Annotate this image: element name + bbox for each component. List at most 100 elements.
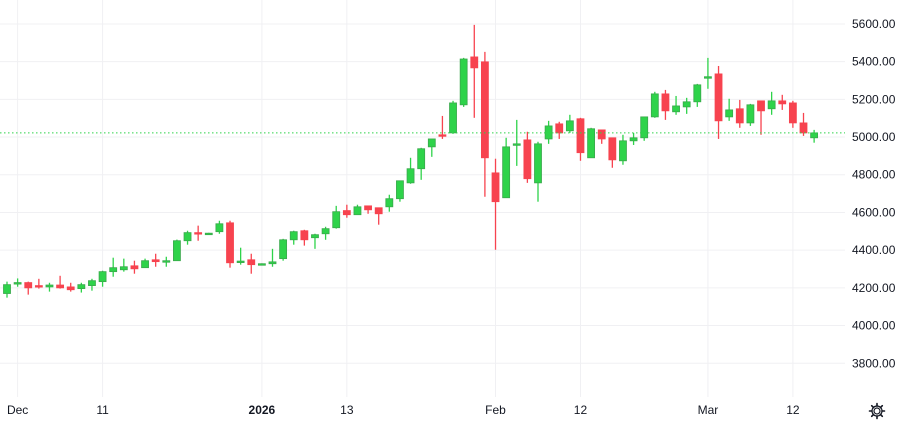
candle-body xyxy=(24,282,33,289)
candle xyxy=(56,275,64,289)
candle-body xyxy=(13,282,22,285)
candle-body xyxy=(119,266,128,271)
candle xyxy=(321,226,330,240)
candle-body xyxy=(141,260,149,269)
candle-body xyxy=(151,259,160,263)
candle xyxy=(88,278,96,291)
x-tick-label: 11 xyxy=(96,403,109,417)
candle-body xyxy=(236,260,245,263)
price-axis[interactable]: 3800.00 4000.00 4200.00 4400.00 4600.00 4800.… xyxy=(852,17,896,370)
candle xyxy=(619,134,627,165)
y-tick-label: 5000.00 xyxy=(852,130,896,144)
candle-body xyxy=(130,265,139,270)
y-tick-label: 4600.00 xyxy=(852,205,896,219)
candle xyxy=(364,205,372,214)
candle xyxy=(608,137,617,168)
candle-body xyxy=(587,128,595,159)
candle-body xyxy=(311,234,319,239)
candle xyxy=(3,281,11,298)
candle xyxy=(247,253,256,274)
candle xyxy=(98,270,107,287)
candle xyxy=(438,115,447,139)
candle-body xyxy=(565,120,574,132)
x-tick-label: 12 xyxy=(786,403,800,417)
candle-body xyxy=(353,206,362,216)
candle-body xyxy=(746,104,755,124)
candle-body xyxy=(162,260,171,263)
candle-body xyxy=(257,263,266,266)
candle-body xyxy=(767,100,776,110)
candle xyxy=(629,132,638,145)
candle-body xyxy=(470,56,479,69)
candle-body xyxy=(810,132,819,139)
candle xyxy=(406,157,415,184)
candle-body xyxy=(247,259,256,266)
y-tick-label: 4400.00 xyxy=(852,243,896,257)
candle xyxy=(799,112,808,136)
candle-body xyxy=(629,137,638,142)
candle-body xyxy=(502,146,511,199)
x-tick-label: 13 xyxy=(340,403,354,417)
candle xyxy=(45,282,54,292)
candle xyxy=(342,204,351,218)
candle xyxy=(289,230,298,245)
gear-icon[interactable] xyxy=(868,402,886,420)
candle xyxy=(257,263,266,266)
x-tick-label: 2026 xyxy=(249,403,276,417)
candle xyxy=(640,116,649,141)
candle xyxy=(109,257,118,277)
candle-body xyxy=(799,122,808,134)
candle xyxy=(788,100,797,128)
candle-body xyxy=(672,105,680,113)
y-tick-label: 4000.00 xyxy=(852,319,896,333)
candle-body xyxy=(300,230,309,241)
candle xyxy=(576,117,585,161)
candle-body xyxy=(661,93,670,112)
candle-body xyxy=(332,211,341,229)
candle-body xyxy=(640,116,649,139)
candle-body xyxy=(597,129,606,140)
x-tick-label: Dec xyxy=(7,403,28,417)
x-tick-label: Feb xyxy=(485,403,506,417)
y-tick-label: 3800.00 xyxy=(852,356,896,370)
candle xyxy=(385,194,394,212)
candle xyxy=(672,95,680,115)
candle-body xyxy=(778,100,787,105)
candle-body xyxy=(98,271,107,283)
candle xyxy=(767,91,776,115)
candle xyxy=(162,256,171,267)
candle-body xyxy=(619,140,627,162)
candle-body xyxy=(459,58,468,106)
candle xyxy=(544,120,553,144)
candle-body xyxy=(417,148,426,170)
candle-body xyxy=(608,137,617,161)
candle-body xyxy=(45,284,54,288)
candle xyxy=(693,83,702,107)
candle xyxy=(523,131,532,183)
candle xyxy=(194,225,203,241)
candle-body xyxy=(555,123,564,134)
candle-body xyxy=(512,143,521,146)
candle xyxy=(565,114,574,133)
candle xyxy=(417,147,426,180)
candle xyxy=(236,247,245,265)
candle xyxy=(24,281,33,295)
candle-body xyxy=(34,285,43,288)
candle-body xyxy=(427,138,436,148)
candle xyxy=(555,121,564,139)
candle xyxy=(215,220,224,234)
y-tick-label: 5600.00 xyxy=(852,17,896,31)
y-tick-label: 5200.00 xyxy=(852,92,896,106)
candle-body xyxy=(77,284,86,290)
candle xyxy=(757,100,765,135)
candle-body xyxy=(374,207,383,215)
candle-body xyxy=(173,240,181,262)
candle xyxy=(396,180,404,202)
candle xyxy=(778,94,787,110)
candle xyxy=(141,258,149,269)
candle-body xyxy=(279,239,288,260)
time-axis[interactable]: Dec 11 2026 13 Feb 12 Mar 12 xyxy=(7,403,800,417)
candle-body xyxy=(268,261,277,265)
candle xyxy=(13,278,22,287)
